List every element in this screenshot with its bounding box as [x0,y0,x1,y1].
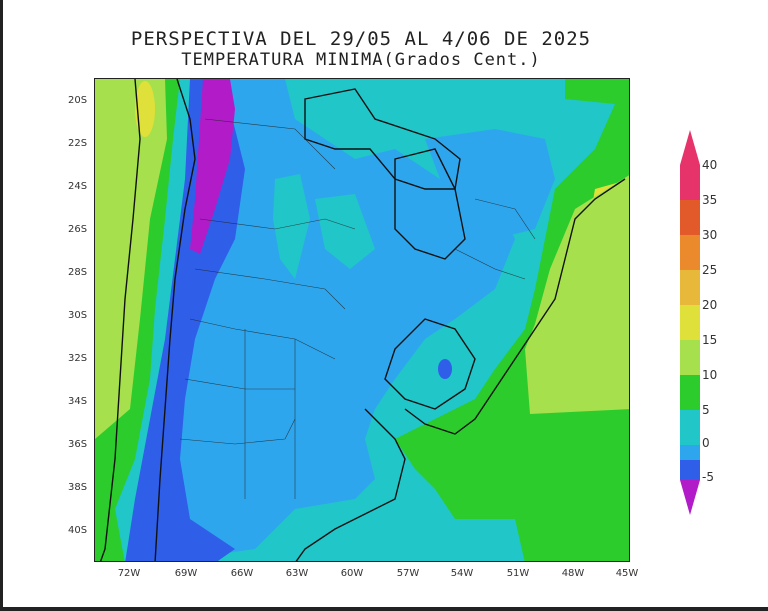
lat-label-36s: 36S [68,439,88,450]
line-province-6 [179,418,296,445]
line-province-1 [204,118,336,170]
legend-swatch-10 [680,375,700,410]
legend-swatch-5 [680,410,700,445]
field-yellow-west [135,81,155,137]
lat-label-28s: 28S [68,267,88,278]
legend-swatch-30 [680,235,700,270]
lon-label-57w: 57W [396,568,420,579]
lon-label-45w: 45W [615,568,639,579]
line-argentine-coast [295,408,406,561]
lon-label-66w: 66W [230,568,254,579]
legend-label-5: 5 [702,403,710,417]
frame-left [0,0,3,611]
legend-swatch-25 [680,270,700,305]
color-legend [680,130,700,515]
lat-label-40s: 40S [68,525,88,536]
line-west-coast [99,79,141,561]
lat-label-22s: 22S [68,138,88,149]
legend-label-35: 35 [702,193,718,207]
legend-label-40: 40 [702,158,718,172]
map-title-line1: PERSPECTIVA DEL 29/05 AL 4/06 DE 2025 [130,28,592,50]
legend-label-0: 0 [702,436,710,450]
lat-label-26s: 26S [68,224,88,235]
lon-label-54w: 54W [450,568,474,579]
field-cyan-island-2 [315,194,375,269]
legend-label-10: 10 [702,368,718,382]
lon-label-63w: 63W [285,568,309,579]
field-light-green-east [525,175,629,414]
line-province-3 [194,268,346,310]
field-cyan-island-1 [273,174,310,279]
legend-label-30: 30 [702,228,718,242]
lat-label-38s: 38S [68,482,88,493]
map-title-line2: TEMPERATURA MINIMA(Grados Cent.) [181,50,541,70]
legend-swatch-40 [680,165,700,200]
line-andes-border [154,79,196,561]
frame-bottom [0,607,768,611]
legend-swatch-15 [680,340,700,375]
field-purple-andes [190,79,235,254]
legend-swatch-20 [680,305,700,340]
legend-arrow-bottom [680,480,700,515]
lon-label-69w: 69W [174,568,198,579]
line-bolivia-border [304,88,461,190]
lon-label-48w: 48W [561,568,585,579]
legend-label-25: 25 [702,263,718,277]
line-province-2 [199,218,356,230]
lat-label-20s: 20S [68,95,88,106]
lat-label-34s: 34S [68,396,88,407]
lat-label-30s: 30S [68,310,88,321]
line-province-4 [189,318,336,360]
legend-swatch-minus5 [680,460,700,480]
legend-label-minus5: -5 [702,470,714,484]
lon-label-60w: 60W [340,568,364,579]
legend-swatch-35 [680,200,700,235]
lat-label-24s: 24S [68,181,88,192]
field-dark-blue-spot [438,359,452,379]
lon-label-72w: 72W [117,568,141,579]
line-state-2 [454,248,526,280]
lat-label-32s: 32S [68,353,88,364]
line-uruguay-border [384,318,476,410]
lon-label-51w: 51W [506,568,530,579]
field-light-green-west [95,79,167,439]
line-east-coast [404,178,626,435]
temperature-map [94,78,630,562]
legend-arrow-top [680,130,700,165]
line-state-1 [474,198,536,240]
legend-label-15: 15 [702,333,718,347]
legend-label-20: 20 [702,298,718,312]
